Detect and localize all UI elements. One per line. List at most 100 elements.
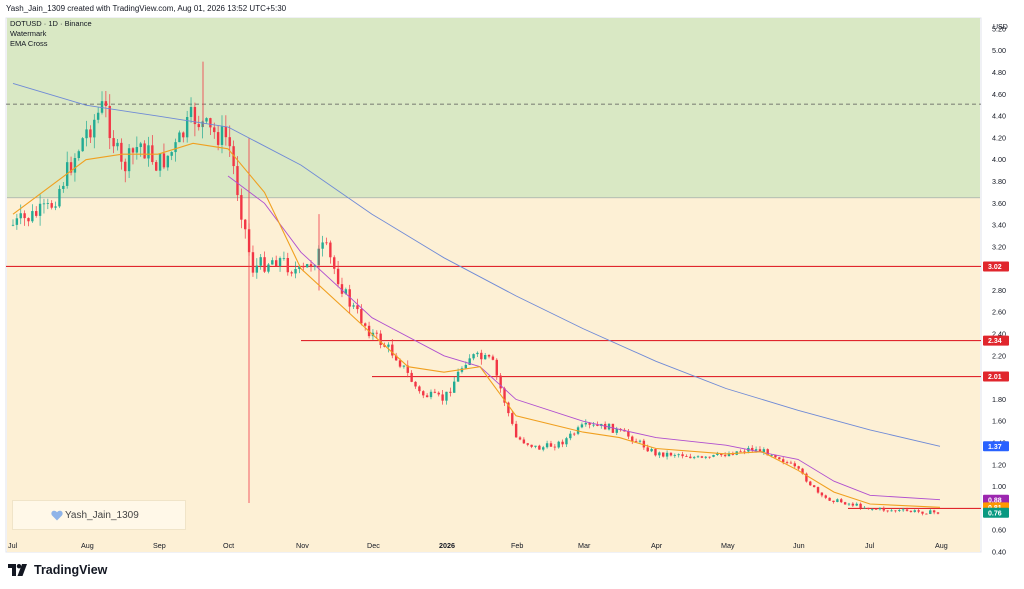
candle-body	[542, 447, 545, 450]
candle-body	[158, 153, 162, 171]
candle-body	[762, 449, 766, 452]
candle-body	[507, 402, 510, 414]
price-zones	[6, 18, 981, 552]
candle-body	[890, 510, 893, 512]
x-tick-label: Dec	[367, 541, 380, 550]
zone-upper	[7, 18, 980, 198]
candle-body	[58, 188, 61, 207]
chart-header: Yash_Jain_1309 created with TradingView.…	[6, 4, 287, 13]
candle-body	[843, 502, 847, 505]
candle-body	[433, 391, 437, 393]
candle-body	[867, 507, 870, 510]
candle-body	[569, 433, 572, 439]
candle-body	[398, 360, 402, 367]
candle-body	[15, 218, 19, 225]
candle-body	[449, 391, 452, 393]
candle-body	[298, 266, 301, 270]
candle-body	[274, 260, 278, 267]
candle-body	[305, 264, 309, 268]
ema-cross-indicator[interactable]: EMA Cross	[10, 39, 48, 48]
candle-body	[263, 257, 266, 272]
price-tag	[983, 507, 1009, 518]
candle-body	[240, 195, 243, 220]
x-tick-label: 2026	[439, 541, 455, 550]
candle-body	[809, 481, 812, 486]
candle-body	[38, 203, 42, 216]
candle-body	[789, 462, 793, 464]
candle-body	[545, 443, 549, 448]
candle-body	[19, 213, 22, 219]
candle-body	[708, 456, 711, 458]
candle-body	[410, 372, 413, 382]
candle-body	[654, 448, 657, 456]
candle-body	[553, 446, 557, 448]
candle-body	[11, 224, 15, 226]
candle-body	[236, 166, 239, 196]
candle-body	[596, 424, 599, 426]
candle-body	[836, 499, 839, 503]
candle-body	[781, 459, 785, 463]
candle-body	[422, 391, 425, 396]
candle-body	[549, 443, 553, 447]
candle-body	[124, 161, 127, 172]
candle-body	[100, 101, 104, 113]
candle-body	[220, 126, 224, 145]
candle-body	[658, 452, 661, 456]
watermark-text: Yash_Jain_1309	[65, 509, 139, 521]
candle-body	[189, 107, 193, 118]
candle-body	[302, 266, 305, 268]
candle-body	[27, 218, 30, 222]
candle-body	[840, 499, 843, 503]
candle-body	[228, 137, 231, 147]
candle-body	[712, 454, 715, 457]
price-tag	[983, 441, 1009, 452]
candle-body	[913, 510, 916, 512]
candle-body	[603, 423, 607, 430]
candle-body	[193, 107, 197, 125]
candle-body	[437, 392, 440, 395]
candle-body	[251, 252, 255, 273]
tradingview-logo-icon	[8, 564, 30, 576]
candle-body	[766, 449, 769, 456]
candle-body	[538, 445, 541, 450]
y-tick-label: 1.00	[992, 482, 1006, 491]
candle-body	[185, 117, 189, 138]
y-tick-label: 4.60	[992, 90, 1006, 99]
candle-body	[526, 443, 529, 445]
candle-body	[259, 257, 262, 266]
candle-body	[758, 449, 762, 452]
y-tick-label: 2.20	[992, 351, 1006, 360]
symbol-label[interactable]: DOTUSD · 1D · Binance	[10, 19, 92, 28]
candle-body	[700, 456, 704, 458]
candle-body	[793, 463, 796, 467]
candle-body	[286, 257, 289, 273]
candle-body	[774, 455, 777, 458]
candle-body	[352, 305, 355, 307]
candle-body	[592, 424, 595, 426]
candle-body	[534, 445, 537, 447]
candle-body	[751, 447, 754, 451]
candle-body	[727, 453, 731, 457]
candle-body	[812, 485, 816, 488]
candle-body	[453, 381, 456, 393]
candle-body	[31, 211, 34, 222]
candle-body	[642, 440, 646, 448]
price-tag	[983, 494, 1009, 505]
tradingview-brand[interactable]: TradingView	[8, 563, 107, 577]
candle-body	[224, 126, 228, 138]
candle-body	[244, 219, 247, 230]
watermark-indicator[interactable]: Watermark	[10, 29, 47, 38]
x-tick-label: Jul	[865, 541, 875, 550]
price-tag-label: 2.01	[988, 374, 1002, 381]
ema-slow-line	[12, 82, 941, 447]
candle-body	[104, 101, 108, 106]
candle-body	[155, 162, 158, 171]
candle-body	[42, 203, 46, 205]
candle-body	[360, 309, 363, 324]
candle-body	[46, 203, 50, 204]
candle-body	[178, 132, 181, 143]
candle-body	[35, 211, 38, 216]
y-tick-label: 3.80	[992, 177, 1006, 186]
candle-body	[290, 272, 293, 274]
